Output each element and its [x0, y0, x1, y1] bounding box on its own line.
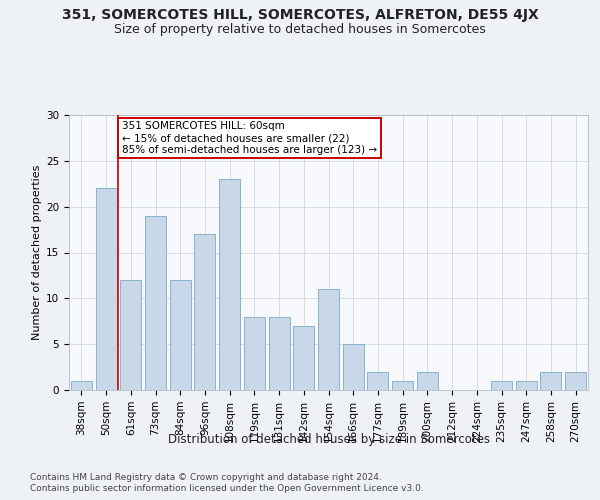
Bar: [318, 289, 339, 390]
Bar: [417, 372, 438, 390]
Bar: [491, 381, 512, 390]
Bar: [541, 372, 562, 390]
Bar: [516, 381, 537, 390]
Bar: [343, 344, 364, 390]
Text: 351, SOMERCOTES HILL, SOMERCOTES, ALFRETON, DE55 4JX: 351, SOMERCOTES HILL, SOMERCOTES, ALFRET…: [62, 8, 538, 22]
Bar: [392, 381, 413, 390]
Bar: [71, 381, 92, 390]
Bar: [565, 372, 586, 390]
Bar: [367, 372, 388, 390]
Bar: [219, 179, 240, 390]
Y-axis label: Number of detached properties: Number of detached properties: [32, 165, 42, 340]
Bar: [269, 316, 290, 390]
Bar: [293, 326, 314, 390]
Bar: [244, 316, 265, 390]
Text: Distribution of detached houses by size in Somercotes: Distribution of detached houses by size …: [168, 432, 490, 446]
Text: Contains HM Land Registry data © Crown copyright and database right 2024.: Contains HM Land Registry data © Crown c…: [30, 472, 382, 482]
Bar: [170, 280, 191, 390]
Text: 351 SOMERCOTES HILL: 60sqm
← 15% of detached houses are smaller (22)
85% of semi: 351 SOMERCOTES HILL: 60sqm ← 15% of deta…: [122, 122, 377, 154]
Bar: [145, 216, 166, 390]
Text: Size of property relative to detached houses in Somercotes: Size of property relative to detached ho…: [114, 22, 486, 36]
Text: Contains public sector information licensed under the Open Government Licence v3: Contains public sector information licen…: [30, 484, 424, 493]
Bar: [120, 280, 141, 390]
Bar: [194, 234, 215, 390]
Bar: [95, 188, 116, 390]
